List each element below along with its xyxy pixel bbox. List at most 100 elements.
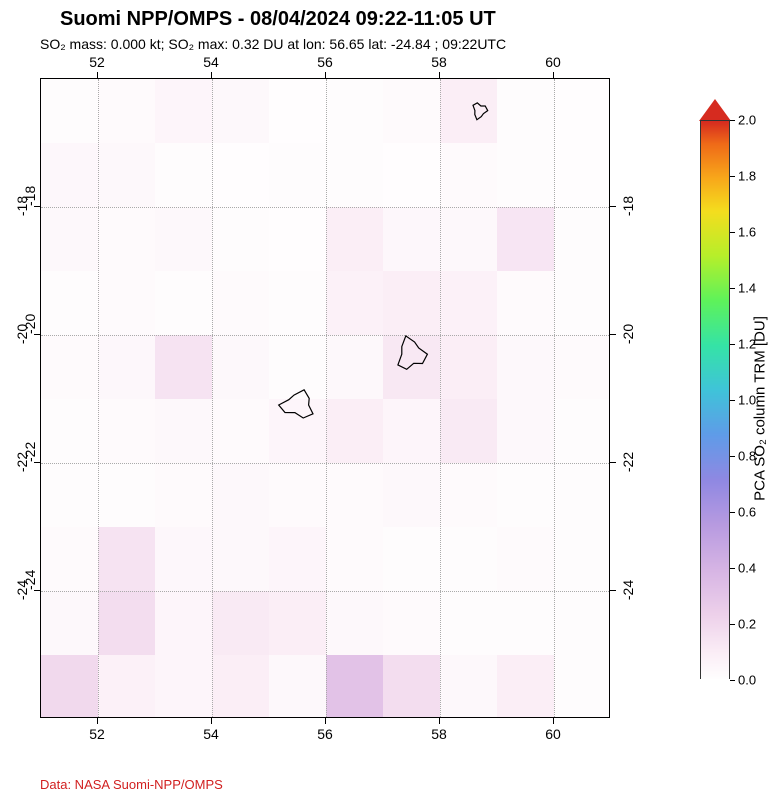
axis-label: 60: [545, 726, 561, 742]
axis-tick: [439, 72, 440, 78]
colorbar-tick: [730, 232, 735, 233]
heatmap-cell: [41, 591, 99, 656]
colorbar-tick-label: 1.2: [738, 337, 756, 352]
heatmap-cell: [41, 335, 99, 400]
heatmap-cell: [212, 271, 270, 336]
heatmap-cell: [326, 207, 384, 272]
heatmap-cell: [554, 399, 610, 464]
axis-label: 58: [431, 54, 447, 70]
heatmap-cell: [440, 207, 498, 272]
gridline: [41, 591, 609, 592]
axis-label: 52: [89, 726, 105, 742]
heatmap-cell: [41, 399, 99, 464]
heatmap-cell: [326, 335, 384, 400]
heatmap-cell: [155, 399, 213, 464]
heatmap-cell: [440, 655, 498, 718]
colorbar-tick-label: 0.8: [738, 449, 756, 464]
colorbar-tick: [730, 400, 735, 401]
heatmap-cell: [41, 655, 99, 718]
heatmap-cell: [326, 143, 384, 208]
colorbar-tick: [730, 176, 735, 177]
heatmap-cell: [554, 79, 610, 144]
gridline: [326, 79, 327, 717]
colorbar-over-arrow-icon: [699, 99, 731, 121]
heatmap-cell: [41, 79, 99, 144]
island-reunion: [274, 385, 322, 425]
heatmap-cell: [326, 463, 384, 528]
heatmap-cell: [212, 79, 270, 144]
heatmap-cell: [497, 463, 555, 528]
colorbar-tick: [730, 568, 735, 569]
axis-label: 56: [317, 726, 333, 742]
heatmap-cell: [440, 143, 498, 208]
y-axis-label: -18: [620, 196, 636, 216]
chart-title: Suomi NPP/OMPS - 08/04/2024 09:22-11:05 …: [60, 8, 496, 31]
heatmap-cell: [41, 271, 99, 336]
colorbar-tick-label: 1.0: [738, 393, 756, 408]
axis-label: 56: [317, 54, 333, 70]
heatmap-cell: [554, 207, 610, 272]
heatmap-cell: [497, 399, 555, 464]
gridline: [440, 79, 441, 717]
heatmap-cell: [326, 79, 384, 144]
heatmap-cell: [383, 143, 441, 208]
heatmap-cell: [269, 79, 327, 144]
heatmap-cell: [440, 271, 498, 336]
heatmap-cell: [497, 591, 555, 656]
heatmap-cell: [383, 207, 441, 272]
axis-tick: [610, 462, 616, 463]
axis-tick: [97, 72, 98, 78]
heatmap-cell: [383, 591, 441, 656]
heatmap-cell: [41, 527, 99, 592]
y-axis-label: -20: [620, 324, 636, 344]
island-rodrigues: [467, 97, 492, 124]
heatmap-cell: [98, 655, 156, 718]
heatmap-cell: [98, 143, 156, 208]
heatmap-cell: [98, 399, 156, 464]
heatmap-cell: [497, 207, 555, 272]
heatmap-cell: [440, 335, 498, 400]
heatmap-cell: [497, 79, 555, 144]
y-axis-label: -24: [620, 580, 636, 600]
heatmap-cell: [98, 79, 156, 144]
heatmap-cell: [98, 591, 156, 656]
colorbar-tick: [730, 456, 735, 457]
heatmap-cell: [98, 527, 156, 592]
heatmap-cell: [326, 655, 384, 718]
y-axis-label: -18: [14, 196, 30, 216]
colorbar-under-arrow-icon: [699, 679, 731, 701]
heatmap-cell: [98, 207, 156, 272]
heatmap-cell: [269, 591, 327, 656]
colorbar-tick-label: 1.4: [738, 281, 756, 296]
colorbar-tick: [730, 512, 735, 513]
heatmap-cell: [41, 463, 99, 528]
y-axis-label: -20: [14, 324, 30, 344]
heatmap-cell: [383, 79, 441, 144]
colorbar-tick-label: 1.6: [738, 225, 756, 240]
colorbar-tick: [730, 120, 735, 121]
gridline: [212, 79, 213, 717]
heatmap-cell: [326, 271, 384, 336]
heatmap-cell: [155, 143, 213, 208]
data-credit: Data: NASA Suomi-NPP/OMPS: [40, 777, 223, 792]
heatmap-cell: [383, 399, 441, 464]
heatmap-cell: [440, 399, 498, 464]
axis-tick: [34, 206, 40, 207]
colorbar-tick-label: 0.2: [738, 617, 756, 632]
heatmap-cell: [554, 335, 610, 400]
heatmap-cell: [269, 207, 327, 272]
heatmap-cell: [497, 527, 555, 592]
axis-tick: [553, 72, 554, 78]
heatmap-cell: [155, 463, 213, 528]
axis-tick: [34, 334, 40, 335]
colorbar-tick-label: 0.4: [738, 561, 756, 576]
axis-tick: [325, 72, 326, 78]
colorbar-tick-label: 2.0: [738, 113, 756, 128]
axis-tick: [610, 590, 616, 591]
heatmap-cell: [269, 655, 327, 718]
heatmap-cell: [326, 399, 384, 464]
y-axis-label: -22: [14, 452, 30, 472]
heatmap-cell: [155, 591, 213, 656]
heatmap-cell: [212, 399, 270, 464]
heatmap-cell: [212, 207, 270, 272]
